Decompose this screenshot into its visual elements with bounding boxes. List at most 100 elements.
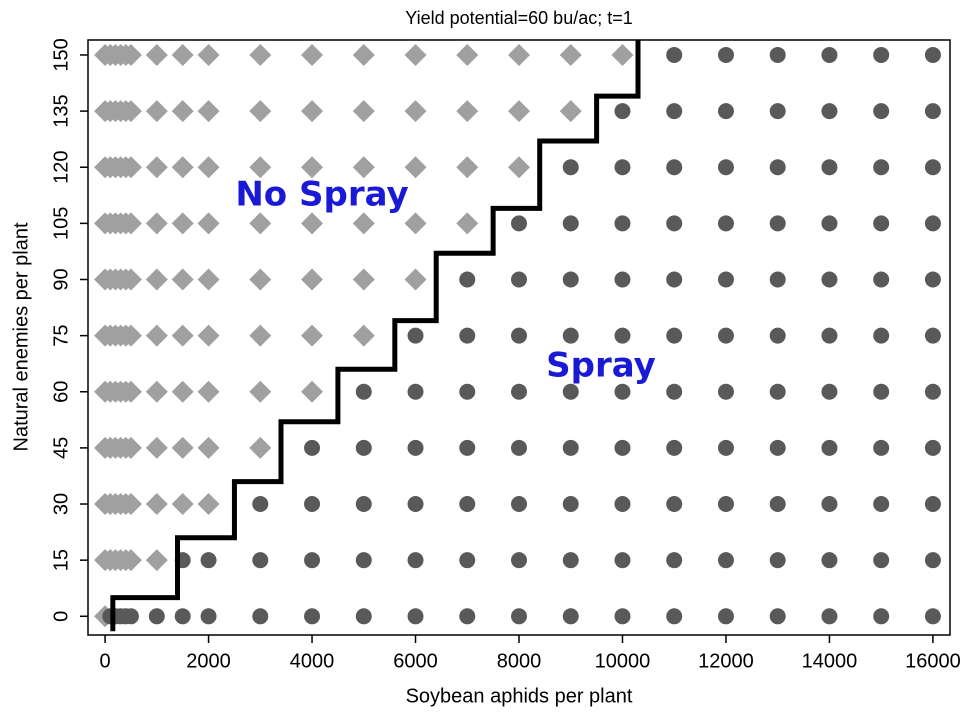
x-tick-label: 6000 <box>393 650 438 672</box>
diamond-point <box>249 43 272 66</box>
circle-point <box>252 608 269 625</box>
y-axis-title: Natural enemies per plant <box>10 222 32 451</box>
circle-point <box>821 159 838 176</box>
circle-point <box>717 46 734 63</box>
circle-point <box>614 439 631 456</box>
circle-point <box>511 439 527 456</box>
circle-point <box>459 608 476 625</box>
region-label: Spray <box>546 346 656 386</box>
circle-point <box>562 215 579 232</box>
circle-point <box>717 159 734 176</box>
diamond-point <box>197 268 220 291</box>
circle-point <box>821 103 838 120</box>
diamond-point <box>197 493 220 516</box>
circle-point <box>614 383 631 400</box>
diamond-point <box>301 212 324 235</box>
circle-point <box>873 159 890 176</box>
decision-boundary <box>110 40 641 632</box>
circle-point <box>769 271 786 288</box>
diamond-point <box>404 212 427 235</box>
region-label: No Spray <box>235 175 408 215</box>
circle-point <box>459 327 476 344</box>
circle-point <box>769 496 786 513</box>
diamond-point <box>352 43 375 66</box>
circle-point <box>769 439 786 456</box>
circle-point <box>614 608 631 625</box>
diamond-point <box>197 380 220 403</box>
circle-point <box>511 327 527 344</box>
circle-point <box>459 552 476 569</box>
circle-point <box>821 327 838 344</box>
circle-point <box>614 103 631 120</box>
circle-point <box>459 439 476 456</box>
circle-point <box>924 271 941 288</box>
diamond-point <box>508 43 530 66</box>
diamond-point <box>301 156 324 179</box>
circle-point <box>873 215 890 232</box>
circle-point <box>769 159 786 176</box>
circle-point <box>717 552 734 569</box>
circle-point <box>614 496 631 513</box>
y-tick-label: 135 <box>50 94 72 127</box>
circle-point <box>562 608 579 625</box>
diamond-point <box>171 380 194 403</box>
diamond-point <box>145 549 168 572</box>
x-tick-label: 16000 <box>905 650 961 672</box>
y-tick-label: 30 <box>50 493 72 515</box>
circle-point <box>873 496 890 513</box>
circle-point <box>666 496 683 513</box>
circle-point <box>717 439 734 456</box>
diamond-point <box>171 212 194 235</box>
x-tick-label: 4000 <box>290 650 335 672</box>
diamond-point <box>249 436 272 459</box>
diamond-point <box>249 268 272 291</box>
diamond-point <box>171 100 194 123</box>
circle-point <box>562 159 579 176</box>
circle-point <box>924 552 941 569</box>
circle-point <box>821 439 838 456</box>
y-tick-label: 60 <box>50 381 72 403</box>
circle-point <box>407 439 424 456</box>
plot-area <box>94 40 941 632</box>
diamond-point <box>171 436 194 459</box>
circle-point <box>717 608 734 625</box>
circle-point <box>122 608 139 625</box>
diamond-point <box>119 324 142 347</box>
chart-title: Yield potential=60 bu/ac; t=1 <box>405 8 633 28</box>
circle-point <box>717 383 734 400</box>
diamond-point <box>171 324 194 347</box>
diamond-point <box>145 324 168 347</box>
circle-point <box>407 383 424 400</box>
circle-point <box>666 439 683 456</box>
diamond-point <box>171 43 194 66</box>
diamond-point <box>119 549 142 572</box>
circle-point <box>614 552 631 569</box>
circle-point <box>717 215 734 232</box>
circle-point <box>407 552 424 569</box>
diamond-point <box>611 43 634 66</box>
circle-point <box>821 46 838 63</box>
circle-point <box>821 608 838 625</box>
x-tick-label: 8000 <box>497 650 542 672</box>
x-axis-title: Soybean aphids per plant <box>406 685 633 707</box>
diamond-point <box>145 436 168 459</box>
diamond-point <box>197 43 220 66</box>
x-tick-label: 10000 <box>595 650 651 672</box>
circle-point <box>252 496 269 513</box>
circle-point <box>873 608 890 625</box>
diamond-point <box>145 493 168 516</box>
circle-point <box>174 608 191 625</box>
circle-point <box>459 271 476 288</box>
circle-point <box>511 271 527 288</box>
circle-point <box>873 327 890 344</box>
diamond-point <box>171 493 194 516</box>
circle-point <box>304 552 321 569</box>
circle-point <box>717 496 734 513</box>
circle-point <box>614 271 631 288</box>
diamond-point <box>301 324 324 347</box>
x-tick-label: 2000 <box>186 650 231 672</box>
diamond-point <box>197 100 220 123</box>
circle-point <box>355 552 372 569</box>
diamond-point <box>145 156 168 179</box>
diamond-point <box>456 156 479 179</box>
